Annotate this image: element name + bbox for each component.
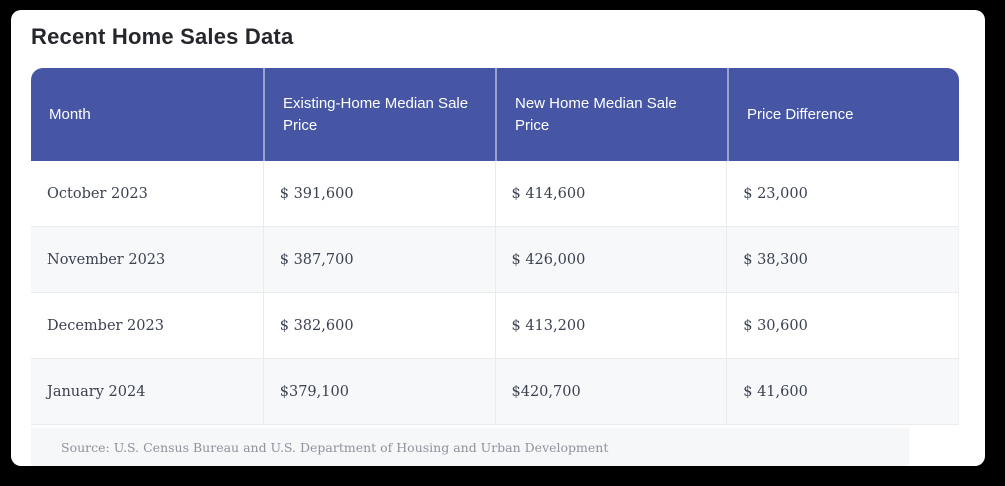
home-sales-table: Month Existing-Home Median Sale Price Ne… [31, 68, 959, 425]
column-header-month: Month [49, 105, 91, 123]
source-attribution-text: Source: U.S. Census Bureau and U.S. Depa… [61, 439, 609, 455]
table-row: January 2024 $379,100 $420,700 $ 41,600 [31, 359, 959, 425]
cell-new-price: $420,700 [494, 359, 727, 424]
cell-price-difference: $ 23,000 [726, 161, 958, 226]
cell-existing-price: $379,100 [262, 359, 495, 424]
cell-month: October 2023 [47, 185, 148, 202]
cell-new-price: $ 413,200 [494, 293, 727, 358]
cell-month: January 2024 [47, 383, 146, 400]
cell-existing-price: $ 387,700 [262, 227, 495, 292]
column-header-existing-home-price: Existing-Home Median Sale Price [263, 68, 495, 161]
cell-month: December 2023 [47, 317, 164, 334]
cell-existing-price: $ 382,600 [262, 293, 495, 358]
cell-month: November 2023 [47, 251, 166, 268]
table-row: October 2023 $ 391,600 $ 414,600 $ 23,00… [31, 161, 959, 227]
column-header-new-home-price: New Home Median Sale Price [495, 68, 727, 161]
cell-existing-price: $ 391,600 [262, 161, 495, 226]
table-row: November 2023 $ 387,700 $ 426,000 $ 38,3… [31, 227, 959, 293]
table-header-row: Month Existing-Home Median Sale Price Ne… [31, 68, 959, 161]
cell-new-price: $ 426,000 [494, 227, 727, 292]
cell-price-difference: $ 41,600 [726, 359, 958, 424]
cell-new-price: $ 414,600 [494, 161, 727, 226]
cell-price-difference: $ 30,600 [726, 293, 958, 358]
cell-price-difference: $ 38,300 [726, 227, 958, 292]
page-title: Recent Home Sales Data [31, 24, 294, 49]
content-card: Recent Home Sales Data Month Existing-Ho… [11, 10, 985, 466]
table-row: December 2023 $ 382,600 $ 413,200 $ 30,6… [31, 293, 959, 359]
column-header-price-difference: Price Difference [727, 68, 959, 161]
source-attribution-bar: Source: U.S. Census Bureau and U.S. Depa… [31, 428, 909, 466]
